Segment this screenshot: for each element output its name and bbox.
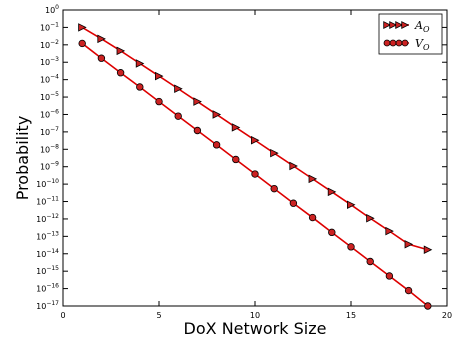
y-tick-label: 10−13 [36, 230, 59, 241]
x-tick-label: 15 [346, 311, 356, 320]
data-point [154, 71, 164, 81]
y-tick-label: 10−6 [40, 108, 59, 119]
data-point [193, 126, 202, 135]
data-point [116, 69, 125, 77]
data-point [385, 226, 394, 236]
y-tick-label: 10−14 [36, 248, 59, 259]
data-point [193, 97, 202, 106]
y-tick-label: 10−2 [40, 39, 59, 50]
x-tick-label: 5 [156, 311, 161, 320]
data-point [289, 199, 298, 207]
data-point [385, 272, 394, 280]
legend-marker [383, 21, 392, 29]
data-point [136, 83, 144, 91]
legend-item: VO [383, 37, 430, 52]
legend-item: AO [383, 19, 430, 34]
legend-marker [395, 21, 404, 29]
data-point [366, 213, 375, 223]
data-point [231, 123, 241, 132]
x-axis-title: DoX Network Size [184, 319, 327, 338]
data-point [308, 213, 317, 222]
plot-area [62, 9, 448, 307]
legend-marker [389, 21, 398, 29]
data-point [78, 39, 86, 48]
y-tick-label: 10−3 [40, 56, 59, 67]
legend-marker [389, 39, 397, 47]
data-point [289, 161, 298, 171]
data-point [251, 170, 259, 178]
y-tick-label: 10−11 [36, 196, 59, 207]
data-point [135, 59, 145, 68]
data-point [327, 187, 337, 197]
data-point [155, 97, 163, 106]
y-tick-label: 10−16 [36, 283, 59, 294]
legend-marker [383, 39, 391, 47]
y-tick-label: 10−1 [40, 21, 59, 32]
data-point [328, 228, 336, 237]
data-point [116, 46, 126, 56]
legend: AO VO [378, 13, 443, 55]
data-point [97, 54, 106, 62]
data-point [174, 112, 182, 120]
legend-marker [401, 39, 409, 47]
x-tick-label: 10 [250, 311, 260, 320]
data-point [212, 110, 222, 119]
x-tick-label: 20 [442, 311, 452, 320]
x-axis-ticks: 0 5 10 15 20 [60, 10, 452, 320]
legend-box [378, 13, 443, 55]
x-tick-label: 0 [60, 311, 65, 320]
y-axis-ticks: 100 10−1 10−2 10−3 10−4 10−5 10−6 10−7 10−8 10−9 1… [36, 4, 447, 311]
y-tick-label: 10−12 [36, 213, 59, 224]
data-point [347, 243, 355, 251]
data-point [404, 240, 414, 249]
y-tick-label: 10−8 [40, 143, 59, 154]
data-point [308, 174, 318, 184]
y-tick-label: 100 [45, 4, 59, 15]
y-tick-label: 10−10 [36, 178, 59, 189]
legend-marker [401, 21, 410, 29]
series-1 [78, 39, 432, 310]
legend-marker [395, 39, 403, 47]
data-point [250, 136, 260, 145]
y-tick-label: 10−7 [40, 126, 59, 137]
series-layer [78, 23, 433, 310]
data-point [270, 184, 278, 193]
data-point [97, 34, 106, 44]
data-point [232, 155, 240, 164]
data-point [424, 302, 432, 310]
legend-label: AO [414, 19, 430, 34]
y-axis-title: Probability [13, 116, 32, 201]
data-point [212, 141, 221, 149]
data-point [346, 200, 356, 210]
y-tick-label: 10−5 [40, 91, 59, 102]
data-point [366, 257, 374, 266]
y-tick-label: 10−9 [40, 161, 59, 172]
legend-label: VO [415, 37, 430, 52]
data-point [404, 286, 413, 295]
data-point [423, 245, 433, 254]
series-0 [78, 23, 433, 254]
y-tick-label: 10−17 [36, 300, 59, 311]
data-point [78, 23, 87, 32]
data-point [270, 148, 279, 158]
y-tick-label: 10−4 [40, 74, 59, 85]
y-tick-label: 10−15 [36, 265, 59, 276]
data-point [174, 84, 183, 93]
